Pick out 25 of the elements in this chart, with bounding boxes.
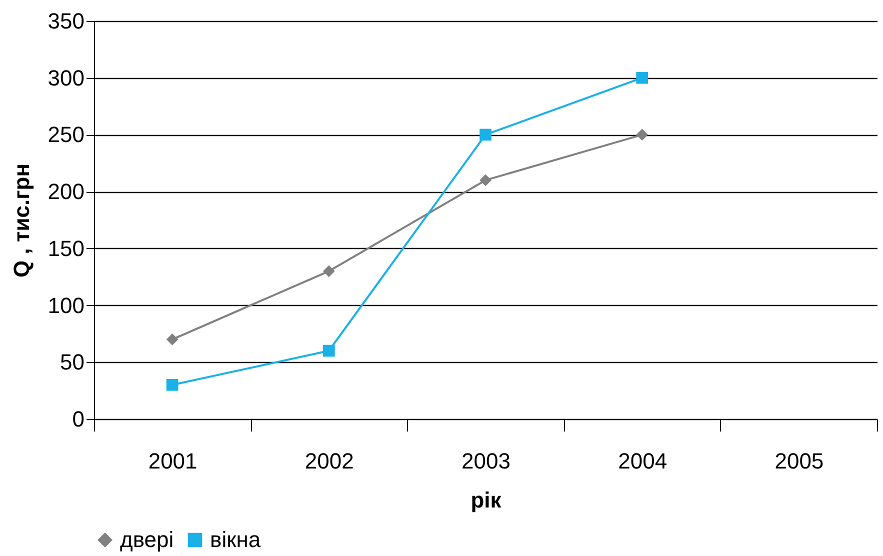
point xyxy=(636,128,648,141)
x-axis-title: рік xyxy=(470,488,502,512)
y-tick-label: 200 xyxy=(48,179,84,204)
y-tick-label: 0 xyxy=(72,406,84,432)
y-tick-label: 150 xyxy=(48,236,84,261)
x-tick-label: 2004 xyxy=(618,448,668,474)
y-tick-label: 350 xyxy=(48,8,84,34)
point xyxy=(166,378,178,391)
point xyxy=(322,344,335,357)
point xyxy=(480,128,492,141)
y-tick-label: 100 xyxy=(48,292,84,318)
point xyxy=(322,265,335,278)
x-tick-label: 2003 xyxy=(462,448,510,474)
point xyxy=(636,72,648,84)
y-tick-label: 300 xyxy=(48,65,84,90)
point xyxy=(166,333,178,346)
point xyxy=(480,174,492,186)
y-tick-label: 50 xyxy=(60,350,84,375)
x-tick-label: 2002 xyxy=(304,448,354,474)
x-tick-label: 2005 xyxy=(774,448,824,474)
legend-label: двері xyxy=(120,527,174,552)
y-tick-label: 250 xyxy=(48,122,84,148)
x-tick-label: 2001 xyxy=(148,448,198,474)
legend-label: вікна xyxy=(210,527,262,552)
y-axis-title: Q , тис.грн xyxy=(8,164,34,278)
